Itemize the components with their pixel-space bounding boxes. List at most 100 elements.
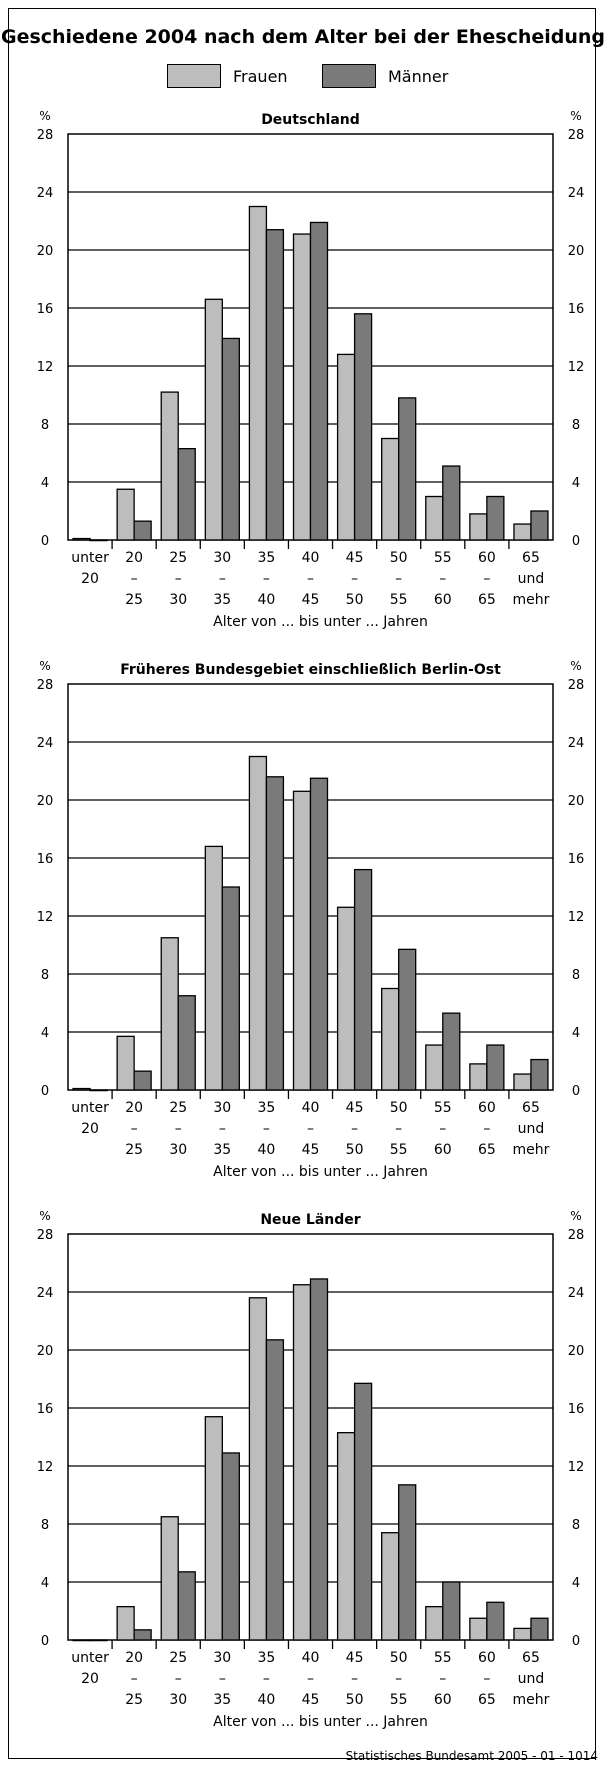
bar-maenner — [353, 868, 373, 1091]
x-tick-label: – — [395, 1671, 402, 1687]
bar-maenner — [486, 1601, 505, 1641]
bar-frauen — [425, 495, 444, 541]
x-tick-label: mehr — [513, 592, 550, 608]
x-tick-label: – — [131, 1671, 138, 1687]
bar-maenner — [265, 776, 285, 1091]
bar-maenner — [486, 1044, 505, 1091]
bar-frauen — [469, 513, 488, 541]
x-tick-label: 45 — [346, 1650, 364, 1666]
x-tick-label: 50 — [346, 1142, 364, 1158]
x-tick-label: 35 — [213, 1142, 231, 1158]
y-tick-right: 20 — [568, 794, 585, 809]
legend-swatch-frauen — [167, 64, 221, 88]
bar-frauen — [336, 353, 356, 541]
y-tick-right: 28 — [568, 128, 585, 143]
x-tick-label: 35 — [257, 1100, 275, 1116]
bar-frauen — [381, 1532, 400, 1641]
y-tick-left: 12 — [37, 1460, 54, 1475]
x-tick-label: – — [395, 1121, 402, 1137]
x-tick-label: – — [219, 1121, 226, 1137]
x-tick-label: – — [219, 571, 226, 587]
x-tick-label: unter — [71, 1100, 109, 1116]
x-tick-label: 20 — [81, 1121, 99, 1137]
bar-frauen — [160, 1516, 179, 1641]
y-tick-right: 24 — [568, 186, 585, 201]
legend-item-frauen: Frauen — [167, 64, 307, 90]
y-tick-left: 8 — [41, 418, 49, 433]
x-tick-label: 45 — [346, 550, 364, 566]
bar-maenner — [398, 397, 417, 541]
x-tick-label: unter — [71, 1650, 109, 1666]
bar-maenner — [89, 1089, 108, 1092]
x-tick-label: 50 — [346, 592, 364, 608]
x-tick-label: 65 — [478, 1142, 496, 1158]
x-tick-label: 50 — [390, 1100, 408, 1116]
bar-frauen — [160, 391, 179, 541]
bar-maenner — [353, 313, 373, 541]
x-tick-label: – — [483, 571, 490, 587]
y-tick-left: 12 — [37, 360, 54, 375]
y-tick-left: 20 — [37, 1344, 54, 1359]
y-tick-left: 16 — [37, 302, 54, 317]
x-tick-label: 50 — [346, 1692, 364, 1708]
x-tick-label: 45 — [302, 592, 320, 608]
bar-frauen — [248, 1297, 268, 1641]
bar-maenner — [265, 1339, 285, 1641]
y-tick-left: 20 — [37, 244, 54, 259]
bar-frauen — [116, 488, 135, 541]
x-tick-label: – — [307, 571, 314, 587]
bar-frauen — [292, 1284, 312, 1641]
bar-frauen — [204, 298, 223, 541]
x-tick-label: 55 — [390, 1692, 408, 1708]
x-tick-label: mehr — [513, 1692, 550, 1708]
y-tick-right: 0 — [572, 1084, 580, 1099]
x-tick-label: 45 — [302, 1142, 320, 1158]
y-tick-left: 28 — [37, 678, 54, 693]
y-tick-right: 12 — [568, 360, 585, 375]
bar-maenner — [177, 995, 196, 1091]
x-axis-title: Alter von ... bis unter ... Jahren — [213, 1714, 428, 1730]
x-tick-label: – — [439, 1121, 446, 1137]
bar-maenner — [442, 1012, 461, 1091]
bar-maenner — [309, 777, 329, 1091]
y-tick-right: 24 — [568, 736, 585, 751]
bar-maenner — [530, 510, 549, 541]
y-tick-left: 12 — [37, 910, 54, 925]
x-tick-label: 25 — [125, 592, 143, 608]
bar-frauen — [292, 233, 312, 541]
x-tick-label: – — [307, 1121, 314, 1137]
x-tick-label: 55 — [390, 592, 408, 608]
y-unit-right: % — [570, 1209, 581, 1223]
y-tick-right: 0 — [572, 1634, 580, 1649]
x-tick-label: 60 — [478, 1100, 496, 1116]
legend-label-maenner: Männer — [388, 67, 449, 86]
x-tick-label: 55 — [390, 1142, 408, 1158]
bar-frauen — [292, 790, 312, 1091]
panel-title: Deutschland — [261, 112, 360, 128]
x-tick-label: 20 — [81, 571, 99, 587]
bar-frauen — [72, 1639, 91, 1642]
x-tick-label: 30 — [169, 592, 187, 608]
x-tick-label: 30 — [169, 1142, 187, 1158]
x-tick-label: 40 — [257, 1142, 275, 1158]
y-tick-right: 28 — [568, 1228, 585, 1243]
legend: Frauen Männer — [0, 64, 606, 90]
x-tick-label: 45 — [346, 1100, 364, 1116]
bar-frauen — [160, 937, 179, 1091]
x-tick-label: 65 — [478, 592, 496, 608]
bar-maenner — [530, 1617, 549, 1641]
y-tick-right: 0 — [572, 534, 580, 549]
y-tick-left: 8 — [41, 1518, 49, 1533]
bar-frauen — [469, 1617, 488, 1641]
y-unit-left: % — [39, 109, 50, 123]
y-tick-right: 8 — [572, 418, 580, 433]
bar-maenner — [398, 1484, 417, 1641]
x-tick-label: 55 — [434, 550, 452, 566]
y-tick-left: 28 — [37, 1228, 54, 1243]
x-axis-title: Alter von ... bis unter ... Jahren — [213, 614, 428, 630]
x-tick-label: 30 — [213, 1650, 231, 1666]
x-tick-label: 45 — [302, 1692, 320, 1708]
x-tick-label: – — [483, 1671, 490, 1687]
bar-frauen — [425, 1606, 444, 1641]
